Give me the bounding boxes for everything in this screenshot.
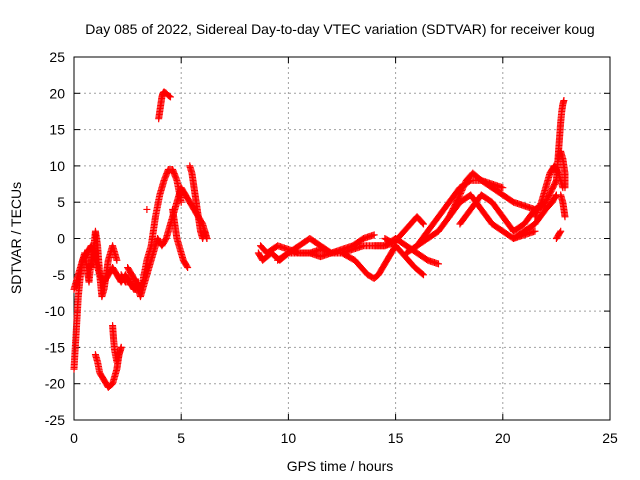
x-tick-label: 20	[495, 430, 511, 446]
data-point	[419, 271, 427, 279]
x-tick-label: 5	[177, 430, 185, 446]
y-tick-label: -5	[53, 267, 66, 283]
data-point	[419, 219, 427, 227]
x-axis-label: GPS time / hours	[287, 458, 394, 474]
data-point	[557, 227, 565, 235]
data-point	[561, 213, 569, 221]
y-tick-label: 0	[57, 231, 65, 247]
y-tick-label: 15	[49, 122, 65, 138]
data-point	[499, 184, 507, 192]
x-tick-label: 10	[281, 430, 297, 446]
data-point	[184, 264, 192, 272]
y-tick-label: 20	[49, 85, 65, 101]
data-point	[113, 256, 121, 264]
x-tick-label: 0	[70, 430, 78, 446]
y-tick-label: 10	[49, 158, 65, 174]
data-point	[561, 184, 569, 192]
data-point	[166, 93, 174, 101]
chart-title: Day 085 of 2022, Sidereal Day-to-day VTE…	[85, 21, 594, 37]
data-point	[419, 220, 427, 228]
data-point	[560, 97, 568, 105]
y-tick-label: -25	[45, 412, 65, 428]
axis-ticks: 0 5 10 15 20 25 -25 -20 -15 -10 -5 0 5 10 15 20 25	[45, 49, 618, 446]
data-point	[370, 231, 378, 239]
x-tick-label: 25	[602, 430, 618, 446]
y-tick-label: 25	[49, 49, 65, 65]
data-point	[143, 205, 151, 213]
y-tick-label: 5	[57, 194, 65, 210]
y-tick-label: -15	[45, 339, 65, 355]
data-point	[165, 92, 173, 100]
y-tick-label: -10	[45, 303, 65, 319]
y-axis-label: SDTVAR / TECUs	[8, 182, 24, 294]
data-point	[556, 228, 564, 236]
data-point	[117, 343, 125, 351]
data-point	[418, 270, 426, 278]
data-point	[203, 235, 211, 242]
data-point	[434, 260, 442, 268]
data-point	[183, 262, 191, 270]
data-point	[531, 227, 539, 235]
data-points	[70, 88, 569, 391]
x-tick-label: 15	[388, 430, 404, 446]
y-tick-label: -20	[45, 376, 65, 392]
